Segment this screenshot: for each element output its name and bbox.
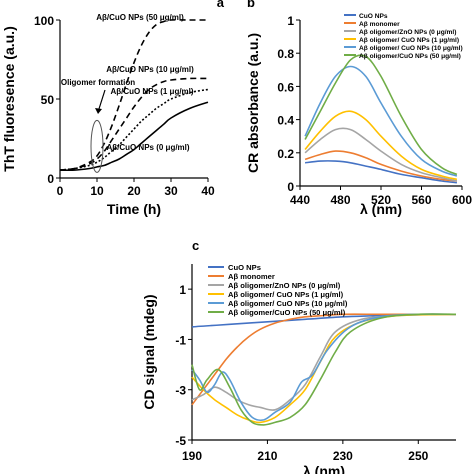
panel-label-c: c [192,240,199,253]
x-tick-label: 230 [333,449,353,463]
series-layer-b [304,54,458,184]
y-tick-label: 0.6 [277,80,294,94]
oligomer-arrow [97,89,106,113]
x-tick-label: 10 [90,184,104,198]
y-tick-label: 50 [41,93,55,107]
y-axis-title: ThT fluoresence (a.u.) [1,26,17,171]
oligomer-annotation: Oligomer formation [61,78,135,87]
series-line-a-1 [59,77,209,171]
ticks-c: 190 210 230 250 1 -1 -3 -5 [175,283,428,463]
y-tick-label: 0.8 [277,47,294,61]
y-tick-label: -1 [175,333,186,347]
series-line-c-4 [191,313,457,422]
labels-a: Time (h) ThT fluoresence (a.u.) Aβ/CuO NPs… [1,13,194,217]
ticks-a: 0 10 20 30 40 0 50 100 [34,14,215,198]
series-line-b-1 [304,150,457,182]
panel-label-a: a [217,0,225,10]
axes-c [191,264,456,441]
series-label-a-3: Aβ/CuO NPs (0 μg/ml) [106,143,189,152]
legend-label-b-0: CuO NPs [359,13,388,20]
legend-label-c-1: Aβ monomer [228,272,275,281]
x-axis-title: λ (nm) [360,201,402,217]
y-tick-label: 1 [179,283,186,297]
x-tick-label: 560 [411,193,431,207]
labels-b: λ (nm) CR absorbance (a.u.) [245,33,402,217]
x-tick-label: 520 [371,193,391,207]
y-tick-label: 100 [34,14,54,28]
y-tick-label: 1 [287,14,294,28]
legend-label-b-5: Aβ oligomer/CuO NPs (50 μg/ml) [359,53,461,60]
y-axis-title: CR absorbance (a.u.) [245,33,261,173]
series-line-b-5 [304,54,458,176]
legend-label-c-3: Aβ oligomer/ CuO NPs (1 μg/ml) [228,290,344,299]
oligomer-arrowhead [95,108,102,114]
legend-label-c-0: CuO NPs [228,263,261,272]
series-line-b-0 [305,160,457,184]
series-line-a-0 [59,19,208,171]
series-line-a-2 [59,88,209,171]
series-label-a-0: Aβ/CuO NPs (50 μg/ml) [96,13,184,22]
series-layer-c [191,313,457,426]
legend-label-c-5: Aβ oligomer/CuO NPs (50 μg/ml) [228,308,346,317]
y-axis-title: CD signal (mdeg) [141,294,157,409]
x-tick-label: 190 [182,449,202,463]
x-tick-label: 40 [201,184,215,198]
series-line-b-4 [304,65,458,177]
ticks-b: 440 480 520 560 600 0 0.2 0.4 0.6 0.8 1 [277,14,472,207]
x-tick-label: 210 [257,449,277,463]
x-axis-title: Time (h) [107,201,161,217]
y-tick-label: -3 [175,384,186,398]
legend-label-c-2: Aβ oligomer/ZnO NPs (0 μg/ml) [228,281,341,290]
series-label-a-2: Aβ/CuO NPs (1 μg/ml) [110,87,193,96]
series-label-a-1: Aβ/CuO NPs (10 μg/ml) [106,65,194,74]
x-tick-label: 30 [164,184,178,198]
x-tick-label: 20 [127,184,141,198]
series-line-c-3 [191,313,457,424]
legend-label-b-4: Aβ oligomer/ CuO NPs (10 μg/ml) [359,45,463,52]
panel-label-b: b [247,0,255,10]
y-tick-label: 0.4 [277,114,294,128]
series-line-b-2 [304,127,458,182]
legend-label-b-2: Aβ oligomer/ZnO NPs (0 μg/ml) [359,29,456,36]
oligomer-ellipse [90,119,104,173]
series-line-a-3 [59,101,209,172]
x-tick-label: 480 [330,193,350,207]
x-tick-label: 250 [408,449,428,463]
series-line-b-3 [304,110,458,181]
x-tick-label: 600 [452,193,472,207]
x-tick-label: 440 [290,193,310,207]
series-line-c-5 [191,313,457,426]
y-tick-label: 0.2 [277,147,294,161]
axes-a [59,20,208,179]
x-axis-title: λ (nm) [303,463,345,474]
chart-panel-b: b 440 480 520 560 600 0 0.2 0.4 0.6 0.8 1 λ (nm) CR… [245,0,472,217]
x-tick-label: 0 [57,184,64,198]
legend-label-c-4: Aβ oligomer/ CuO NPs (10 μg/ml) [228,299,348,308]
chart-panel-a: a 0 10 20 30 40 0 50 100 Time (h) ThT fluoresenc… [1,0,225,217]
legend-label-b-1: Aβ monomer [359,21,400,28]
legend-label-b-3: Aβ oligomer/ CuO NPs (1 μg/ml) [359,37,459,44]
y-tick-label: 0 [47,172,54,186]
y-tick-label: 0 [287,180,294,194]
labels-c: λ (nm) CD signal (mdeg) [141,294,345,474]
series-line-c-2 [191,313,457,411]
chart-panel-c: c 190 210 230 250 1 -1 -3 -5 λ (nm) CD signal (m… [141,240,457,474]
y-tick-label: -5 [175,434,186,448]
